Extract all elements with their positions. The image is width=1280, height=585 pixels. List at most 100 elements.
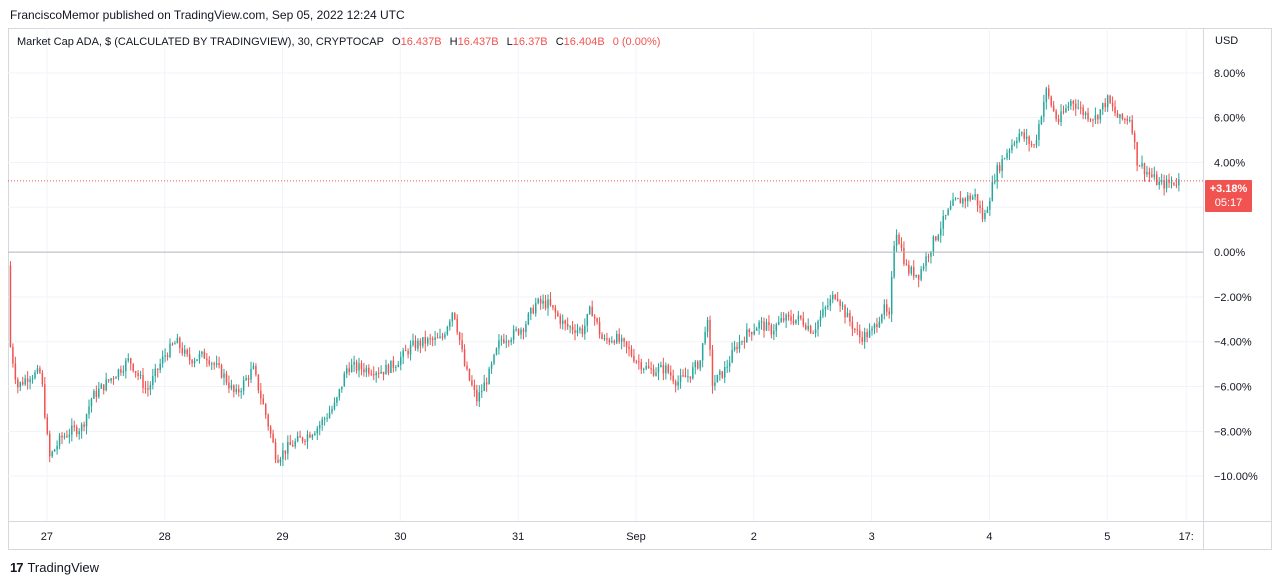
candle-body [947, 209, 949, 216]
candle-body [331, 408, 333, 413]
candle-body [1006, 152, 1008, 159]
candle-body [797, 315, 800, 320]
candle-body [463, 349, 466, 366]
candle-body [21, 382, 24, 385]
legend-change: 0 (0.00%) [612, 36, 661, 48]
reference-lines [8, 180, 1203, 253]
candle-body [255, 365, 257, 375]
candle-body [1097, 115, 1099, 120]
candle-body [24, 378, 26, 385]
candle-body [247, 377, 250, 380]
candle-body [895, 234, 898, 246]
candle-body [588, 306, 591, 314]
candle-body [377, 372, 380, 374]
candle-body [652, 369, 655, 376]
price-tick-label: −4.00% [1214, 337, 1252, 349]
legend: Market Cap ADA, $ (CALCULATED BY TRADING… [17, 36, 660, 48]
candle-body [817, 321, 819, 330]
candle-body [976, 194, 979, 206]
candle-body [873, 324, 876, 329]
candle-body [203, 351, 206, 359]
candle-body [1043, 101, 1045, 117]
candle-body [952, 199, 954, 206]
candle-body [417, 340, 419, 349]
candle-body [868, 330, 871, 338]
candle-body [544, 300, 547, 309]
candle-body [846, 312, 849, 318]
candle-body [299, 436, 301, 438]
tradingview-logo[interactable]: 17 TradingView [10, 560, 99, 575]
price-tick-label: 4.00% [1214, 157, 1245, 169]
candle-body [1001, 159, 1003, 172]
candle-body [603, 338, 606, 340]
candle-body [132, 363, 134, 372]
candle-body [404, 350, 407, 352]
candle-body [638, 361, 640, 363]
candle-body [429, 338, 431, 340]
candle-body [844, 305, 846, 318]
candle-body [348, 368, 350, 373]
candle-body [169, 343, 171, 357]
candle-body [650, 368, 652, 370]
candle-body [434, 337, 436, 340]
candle-body [591, 306, 593, 317]
candle-body [390, 360, 392, 373]
candle-body [569, 326, 571, 328]
time-tick-label: 17: [1179, 531, 1194, 543]
candle-body [971, 196, 974, 200]
candle-body [493, 354, 495, 364]
candle-body [925, 256, 927, 267]
candle-body [39, 368, 41, 373]
currency-label[interactable]: USD [1215, 35, 1239, 47]
candle-body [152, 376, 154, 386]
candle-body [260, 390, 262, 399]
time-axis[interactable]: 27 28 29 30 31 Sep 2 3 4 5 17: [8, 522, 1272, 549]
candle-body [930, 251, 932, 257]
candle-body [478, 392, 481, 402]
candle-body [441, 336, 444, 338]
candle-body [66, 436, 68, 438]
candle-body [164, 355, 166, 357]
candle-body [14, 363, 17, 380]
candle-body [898, 234, 900, 245]
price-axis[interactable]: 8.00%6.00%4.00%2.00%0.00%−2.00%−4.00%−6.… [1204, 28, 1272, 521]
candle-body [1121, 114, 1124, 119]
candle-body [893, 245, 895, 277]
candle-body [218, 363, 220, 366]
candle-body [807, 325, 809, 330]
candle-body [996, 165, 998, 182]
candle-body [822, 309, 824, 317]
candle-body [495, 348, 498, 355]
candle-body [981, 208, 984, 220]
candle-body [402, 350, 404, 358]
candle-body [1104, 103, 1106, 108]
chart-frame [8, 28, 1272, 550]
candle-body [1133, 133, 1136, 143]
candle-body [365, 367, 368, 373]
candle-body [998, 165, 1001, 172]
candle-body [755, 328, 758, 331]
candle-body [149, 385, 152, 390]
candle-body [989, 200, 991, 210]
plot-area[interactable] [8, 28, 1203, 521]
candle-body [787, 314, 790, 317]
candle-body [277, 459, 279, 463]
candle-body [1055, 110, 1057, 120]
candle-body [733, 346, 736, 350]
candle-body [1165, 179, 1168, 189]
candle-body [510, 339, 512, 342]
candle-body [382, 371, 385, 375]
candle-body [856, 329, 859, 331]
candle-body [289, 442, 292, 446]
candle-body [426, 338, 429, 344]
candle-body [620, 338, 623, 342]
candle-body [871, 328, 873, 331]
price-tick-label: −8.00% [1214, 426, 1252, 438]
candle-body [142, 374, 144, 389]
candle-body [61, 435, 63, 438]
candle-body [854, 328, 856, 330]
candle-body [1160, 180, 1163, 182]
candle-body [139, 374, 142, 376]
candle-body [48, 433, 51, 457]
candle-body [210, 363, 213, 365]
